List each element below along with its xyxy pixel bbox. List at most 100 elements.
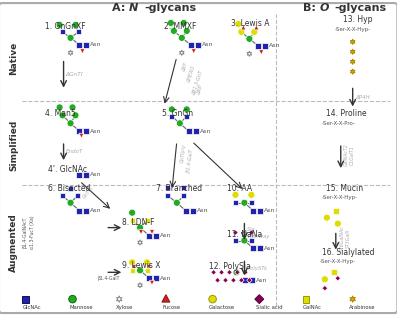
Text: EndoT: EndoT xyxy=(66,149,83,154)
Bar xyxy=(76,29,81,34)
Bar xyxy=(153,232,159,238)
Text: -glycans: -glycans xyxy=(144,3,196,13)
Bar xyxy=(257,245,263,251)
Text: 6. Bisected: 6. Bisected xyxy=(48,184,90,193)
Bar xyxy=(76,172,82,178)
Text: Asn: Asn xyxy=(202,42,213,47)
Polygon shape xyxy=(227,270,232,275)
Circle shape xyxy=(246,35,253,42)
Bar xyxy=(84,128,90,134)
Bar xyxy=(146,232,152,238)
Text: Asn: Asn xyxy=(264,208,276,213)
Polygon shape xyxy=(162,295,170,302)
Polygon shape xyxy=(247,277,252,283)
Bar xyxy=(183,208,189,214)
Circle shape xyxy=(183,106,190,113)
Circle shape xyxy=(334,220,341,227)
Circle shape xyxy=(248,191,255,198)
Circle shape xyxy=(129,259,136,266)
Text: 12. PolySia: 12. PolySia xyxy=(209,262,250,271)
Polygon shape xyxy=(254,25,259,30)
Bar xyxy=(184,114,189,119)
Circle shape xyxy=(235,20,242,27)
Bar xyxy=(242,277,248,283)
FancyBboxPatch shape xyxy=(0,3,397,313)
Text: B:: B: xyxy=(303,3,320,13)
Circle shape xyxy=(321,276,328,283)
Text: Asn: Asn xyxy=(200,129,211,134)
Circle shape xyxy=(233,269,240,276)
Text: Asn: Asn xyxy=(269,43,281,48)
Circle shape xyxy=(137,224,144,231)
Circle shape xyxy=(67,34,74,41)
Text: GlcNAc: GlcNAc xyxy=(22,305,41,310)
Bar xyxy=(249,238,254,243)
Polygon shape xyxy=(249,230,254,235)
Bar xyxy=(76,128,82,134)
Bar xyxy=(76,208,82,214)
Circle shape xyxy=(180,19,187,26)
Text: 14. Proline: 14. Proline xyxy=(326,109,366,118)
Text: -glycans: -glycans xyxy=(335,3,387,13)
Bar xyxy=(84,208,90,214)
Polygon shape xyxy=(79,133,84,138)
Bar xyxy=(181,185,186,190)
Text: Asn: Asn xyxy=(160,233,172,238)
Polygon shape xyxy=(335,275,340,281)
Text: α1.3-FucT (Xa): α1.3-FucT (Xa) xyxy=(30,216,35,249)
Text: Asn: Asn xyxy=(90,129,102,134)
Bar xyxy=(60,193,65,198)
Bar xyxy=(257,208,263,214)
Text: 1. GnGnXF: 1. GnGnXF xyxy=(45,22,85,31)
Bar xyxy=(233,238,238,243)
Text: Asn: Asn xyxy=(197,208,208,213)
Bar xyxy=(333,208,339,214)
Bar xyxy=(144,268,150,273)
Circle shape xyxy=(178,34,185,41)
Circle shape xyxy=(209,295,216,303)
Bar xyxy=(144,218,150,223)
Text: Asn: Asn xyxy=(264,246,276,251)
Text: 4'. GlcNAc: 4'. GlcNAc xyxy=(48,166,87,174)
Bar xyxy=(190,208,196,214)
Circle shape xyxy=(56,104,63,111)
Circle shape xyxy=(170,27,177,34)
Text: Arabinose: Arabinose xyxy=(349,305,376,310)
Polygon shape xyxy=(146,264,152,269)
Polygon shape xyxy=(350,39,355,45)
Text: 9. Lewis X: 9. Lewis X xyxy=(122,261,161,270)
Polygon shape xyxy=(350,296,356,302)
Circle shape xyxy=(241,237,248,244)
Bar xyxy=(250,245,256,251)
Polygon shape xyxy=(322,285,328,291)
Circle shape xyxy=(69,295,76,303)
Bar xyxy=(130,218,135,223)
Bar xyxy=(60,29,65,34)
Text: Sialic acid: Sialic acid xyxy=(256,305,282,310)
Polygon shape xyxy=(235,270,240,275)
Text: GnTIV-V: GnTIV-V xyxy=(180,143,188,163)
Polygon shape xyxy=(80,49,85,54)
Polygon shape xyxy=(219,270,224,275)
Bar xyxy=(166,193,170,198)
Polygon shape xyxy=(138,282,142,288)
Text: 7. Branched: 7. Branched xyxy=(156,184,202,193)
Polygon shape xyxy=(180,50,184,56)
Text: Galactose: Galactose xyxy=(209,305,235,310)
Text: Pathway: Pathway xyxy=(247,234,270,239)
Text: Asn: Asn xyxy=(256,278,268,283)
Polygon shape xyxy=(211,270,216,275)
Text: -Ser-X-X-Hyp-: -Ser-X-X-Hyp- xyxy=(335,27,371,32)
Polygon shape xyxy=(150,229,154,234)
Circle shape xyxy=(238,28,245,35)
Circle shape xyxy=(129,209,136,216)
Text: Asn: Asn xyxy=(90,208,102,213)
Polygon shape xyxy=(350,59,355,64)
Circle shape xyxy=(176,120,183,127)
Circle shape xyxy=(72,21,79,28)
Polygon shape xyxy=(68,50,73,56)
Bar xyxy=(181,193,186,198)
Polygon shape xyxy=(231,277,236,283)
Bar xyxy=(169,114,174,119)
Text: Augmented: Augmented xyxy=(10,213,18,272)
